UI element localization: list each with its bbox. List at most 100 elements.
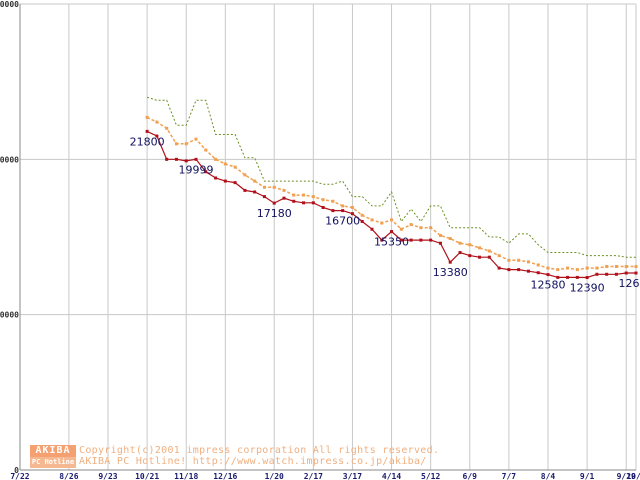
point-average xyxy=(448,237,452,241)
point-average xyxy=(233,165,237,169)
logo-bottom-text: PC Hotline xyxy=(30,457,76,468)
point-min xyxy=(370,227,374,231)
point-min xyxy=(595,272,599,276)
point-average xyxy=(546,266,550,270)
data-label: 12390 xyxy=(570,282,605,295)
point-average xyxy=(204,148,208,152)
x-tick-label: 8/26 xyxy=(59,472,78,480)
data-label: 12680 xyxy=(619,277,640,290)
point-average xyxy=(350,205,354,209)
copyright-line: Copyright(c)2001 impress corporation All… xyxy=(79,445,440,456)
credit-text: Copyright(c)2001 impress corporation All… xyxy=(79,445,439,467)
point-min xyxy=(223,179,227,183)
point-min xyxy=(145,129,149,133)
point-min xyxy=(536,271,540,275)
series-line-max xyxy=(146,96,636,258)
point-average xyxy=(497,254,501,258)
point-min xyxy=(566,275,570,279)
point-average xyxy=(438,233,442,237)
point-average xyxy=(458,241,462,245)
point-min xyxy=(605,272,609,276)
point-min xyxy=(517,268,521,272)
point-average xyxy=(272,185,276,189)
point-min xyxy=(409,238,413,242)
point-average xyxy=(419,226,423,230)
point-min xyxy=(438,241,442,245)
point-average xyxy=(184,142,188,146)
point-average xyxy=(155,120,159,124)
y-tick-label: 10000 xyxy=(0,311,19,320)
point-min xyxy=(243,188,247,192)
point-min xyxy=(546,273,550,277)
x-tick-label: 1/20 xyxy=(265,472,284,480)
point-average xyxy=(429,226,433,230)
point-average xyxy=(595,266,599,270)
point-min xyxy=(292,199,296,203)
x-tick-label: 4/14 xyxy=(382,472,401,480)
point-average xyxy=(380,221,384,225)
data-label: 21800 xyxy=(130,135,165,148)
point-average xyxy=(214,157,218,161)
point-min xyxy=(350,212,354,216)
point-min xyxy=(458,251,462,255)
point-min xyxy=(390,230,394,234)
x-tick-label: 8/4 xyxy=(541,472,556,480)
point-average xyxy=(145,115,149,119)
point-min xyxy=(634,271,638,275)
point-average xyxy=(174,142,178,146)
point-min xyxy=(214,176,218,180)
y-tick-label: 20000 xyxy=(0,155,19,164)
akiba-logo: AKIBA PC Hotline xyxy=(30,445,76,468)
point-average xyxy=(614,265,618,269)
point-min xyxy=(341,209,345,213)
point-average xyxy=(409,223,413,227)
point-average xyxy=(399,227,403,231)
x-tick-label: 5/12 xyxy=(421,472,440,480)
x-tick-label: 7/7 xyxy=(502,472,517,480)
point-average xyxy=(390,218,394,222)
point-min xyxy=(468,254,472,258)
point-average xyxy=(360,213,364,217)
point-average xyxy=(575,268,579,272)
point-average xyxy=(331,199,335,203)
point-average xyxy=(311,195,315,199)
point-min xyxy=(204,170,208,174)
point-average xyxy=(341,204,345,208)
point-min xyxy=(311,201,315,205)
x-tick-label: 12/16 xyxy=(213,472,237,480)
point-average xyxy=(478,246,482,250)
point-average xyxy=(536,263,540,267)
point-min xyxy=(380,238,384,242)
x-tick-label: 9/29 xyxy=(617,472,636,480)
point-min xyxy=(497,266,501,270)
point-min xyxy=(282,196,286,200)
x-tick-label: 11/18 xyxy=(174,472,198,480)
point-min xyxy=(253,190,257,194)
point-min xyxy=(184,159,188,163)
point-min xyxy=(419,238,423,242)
point-min xyxy=(478,255,482,259)
point-min xyxy=(575,275,579,279)
data-label: 13380 xyxy=(433,266,468,279)
point-average xyxy=(282,188,286,192)
data-label: 15350 xyxy=(374,236,409,249)
point-average xyxy=(302,193,306,197)
x-tick-label: 10/6 xyxy=(626,472,640,480)
point-average xyxy=(253,179,257,183)
point-average xyxy=(566,266,570,270)
point-average xyxy=(556,268,560,272)
point-min xyxy=(624,271,628,275)
point-average xyxy=(468,243,472,247)
point-min xyxy=(321,205,325,209)
point-average xyxy=(223,162,227,166)
point-min xyxy=(262,195,266,199)
point-min xyxy=(331,209,335,213)
point-average xyxy=(507,258,511,262)
x-tick-label: 7/22 xyxy=(10,472,29,480)
data-label: 17180 xyxy=(257,207,292,220)
point-average xyxy=(243,173,247,177)
point-average xyxy=(194,137,198,141)
x-tick-label: 6/9 xyxy=(463,472,478,480)
point-min xyxy=(448,260,452,264)
